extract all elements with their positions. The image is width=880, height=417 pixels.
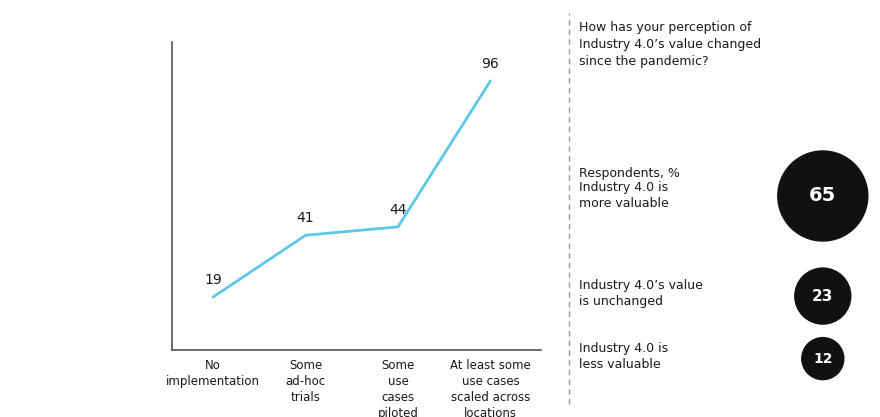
- Text: 41: 41: [297, 211, 314, 226]
- Text: 12: 12: [813, 352, 832, 366]
- Text: Respondents, %: Respondents, %: [579, 167, 680, 180]
- Circle shape: [795, 268, 851, 324]
- Text: 44: 44: [389, 203, 407, 217]
- Text: 19: 19: [204, 273, 222, 287]
- Text: Industry 4.0 is
less valuable: Industry 4.0 is less valuable: [579, 342, 668, 371]
- Text: How has your perception of
Industry 4.0’s value changed
since the pandemic?: How has your perception of Industry 4.0’…: [579, 21, 761, 68]
- Text: 23: 23: [812, 289, 833, 304]
- Text: Industry 4.0’s value
is unchanged: Industry 4.0’s value is unchanged: [579, 279, 703, 309]
- Circle shape: [778, 151, 868, 241]
- Text: 65: 65: [810, 186, 836, 206]
- Text: Respondents
able to
respond to
crisis, %: Respondents able to respond to crisis, %: [0, 164, 2, 228]
- Text: Industry 4.0 is
more valuable: Industry 4.0 is more valuable: [579, 181, 669, 211]
- Circle shape: [802, 338, 844, 379]
- Text: 96: 96: [481, 57, 499, 71]
